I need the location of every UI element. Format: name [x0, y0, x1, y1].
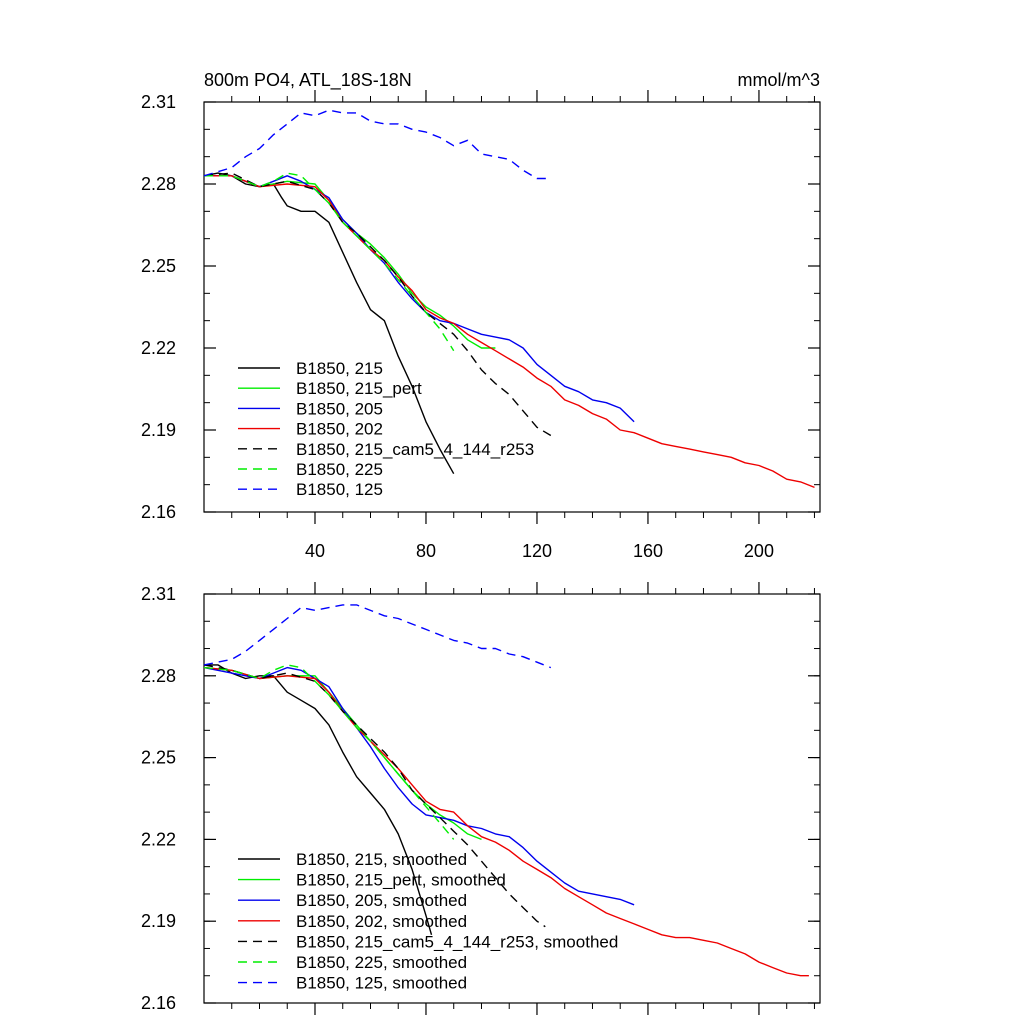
top-xtick-label: 160 [633, 541, 663, 561]
top-series-line-6 [203, 109, 551, 180]
top-ytick-label: 2.25 [141, 256, 176, 276]
bottom-legend-label-2: B1850, 205, smoothed [296, 891, 467, 910]
bottom-legend-label-4: B1850, 215_cam5_4_144_r253, smoothed [296, 932, 618, 951]
bottom-series-line-3 [203, 666, 809, 977]
top-ytick-label: 2.22 [141, 338, 176, 358]
top-series-line-4 [203, 172, 552, 437]
bottom-ytick-label: 2.28 [141, 666, 176, 686]
top-plot-frame [203, 101, 821, 513]
top-ytick-label: 2.28 [141, 174, 176, 194]
top-ytick-label: 2.19 [141, 420, 176, 440]
bottom-ytick-label: 2.25 [141, 748, 176, 768]
bottom-legend-label-1: B1850, 215_pert, smoothed [296, 871, 506, 890]
bottom-series-line-4 [203, 664, 546, 928]
bottom-legend-label-6: B1850, 125, smoothed [296, 974, 467, 993]
top-xtick-label: 200 [744, 541, 774, 561]
bottom-ytick-label: 2.19 [141, 911, 176, 931]
top-xtick-label: 40 [305, 541, 325, 561]
top-series-line-0 [203, 172, 455, 475]
bottom-series-line-6 [203, 604, 552, 669]
top-series-line-5 [204, 172, 455, 352]
bottom-legend-label-5: B1850, 225, smoothed [296, 953, 467, 972]
top-legend-label-0: B1850, 215 [296, 359, 383, 378]
bottom-legend-label-3: B1850, 202, smoothed [296, 912, 467, 931]
bottom-ytick-label: 2.31 [141, 584, 176, 604]
top-xtick-label: 80 [416, 541, 436, 561]
bottom-legend-label-0: B1850, 215, smoothed [296, 850, 467, 869]
panel-top: 2.16 2.19 2.22 2.25 2.28 2.31 40 80 120 160 200 B18… [141, 90, 821, 561]
top-legend-label-4: B1850, 215_cam5_4_144_r253 [296, 440, 534, 459]
bottom-ytick-label: 2.22 [141, 829, 176, 849]
top-xtick-label: 120 [522, 541, 552, 561]
top-legend-label-2: B1850, 205 [296, 399, 383, 418]
top-legend-label-3: B1850, 202 [296, 420, 383, 439]
bottom-plot-frame [203, 593, 821, 1004]
top-legend-label-5: B1850, 225 [296, 460, 383, 479]
panel-bottom: 2.16 2.19 2.22 2.25 2.28 2.31 B1850, 215, smoo… [141, 582, 821, 1015]
top-series-line-2 [204, 175, 635, 423]
top-legend-label-1: B1850, 215_pert [296, 379, 422, 398]
top-legend-label-6: B1850, 125 [296, 480, 383, 499]
chart-title: 800m PO4, ATL_18S-18N [204, 70, 412, 91]
bottom-ytick-label: 2.16 [141, 993, 176, 1013]
top-series-line-3 [204, 175, 815, 489]
bottom-series-line-2 [203, 666, 635, 906]
units-label: mmol/m^3 [738, 70, 820, 90]
top-ytick-label: 2.31 [141, 92, 176, 112]
bottom-series-line-5 [203, 664, 455, 840]
top-ytick-label: 2.16 [141, 502, 176, 522]
bottom-series-line-0 [204, 664, 433, 935]
